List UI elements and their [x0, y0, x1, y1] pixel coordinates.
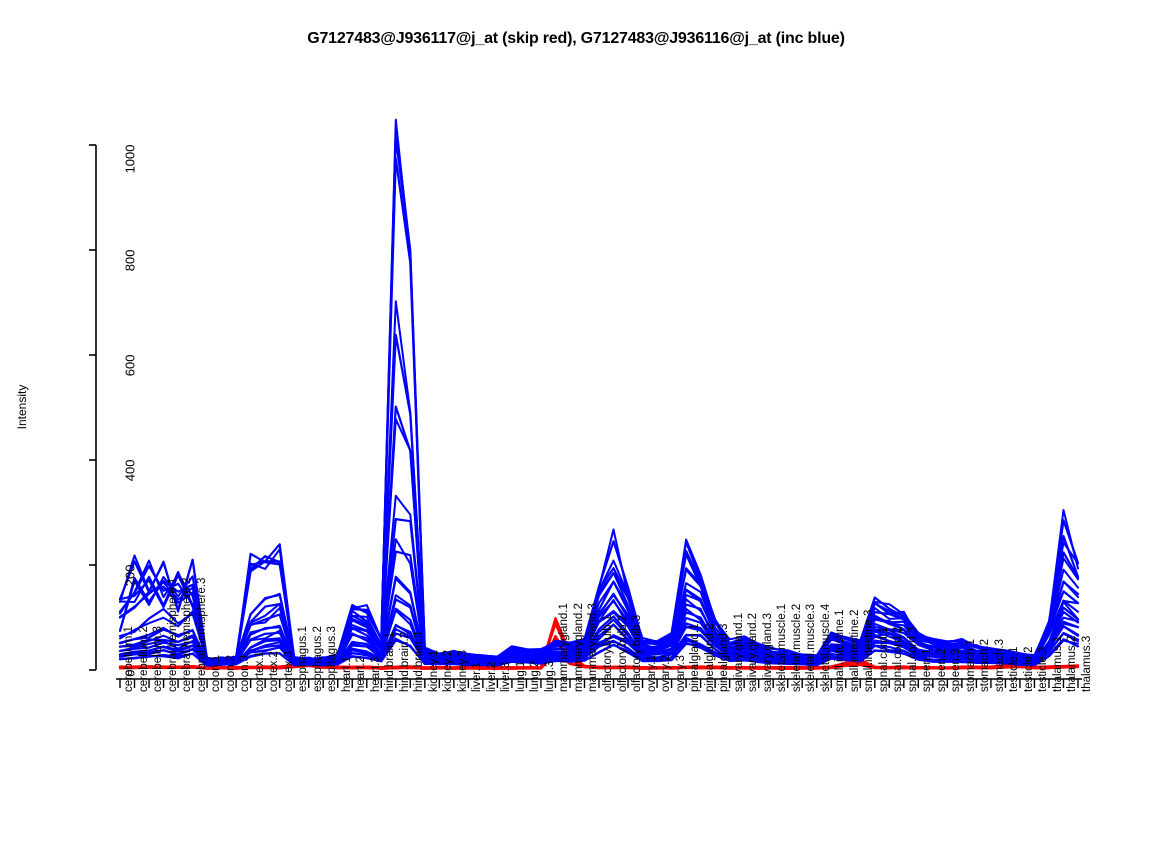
x-tick-label: liver.3 [500, 661, 513, 692]
x-tick-label: heart.2 [355, 656, 368, 692]
x-tick-label: heart.3 [369, 656, 382, 692]
y-tick-label: 600 [122, 354, 138, 377]
x-tick-label: pinealgland.1 [689, 623, 702, 692]
x-tick-label: esophagus.3 [326, 626, 339, 692]
x-tick-label: skeletal.muscle.3 [805, 603, 818, 692]
x-tick-label: cerebellum.3 [152, 626, 165, 692]
x-tick-label: salivary.gland.2 [747, 612, 760, 692]
x-tick-label: colon.2 [224, 654, 237, 692]
y-tick-label: 200 [122, 564, 138, 587]
x-tick-label: skeletal.muscle.4 [819, 603, 832, 692]
series-line [119, 300, 1079, 663]
x-tick-label: small.intestine.1 [834, 609, 847, 692]
x-tick-label: mammarygland.1 [558, 603, 571, 692]
series-line [119, 594, 1079, 665]
x-tick-label: kidney.3 [456, 650, 469, 692]
x-tick-label: skeletal.muscle.2 [790, 603, 803, 692]
series-line [119, 577, 1079, 665]
series-line [119, 628, 1079, 667]
x-tick-label: colon.1 [210, 654, 223, 692]
x-tick-label: spinal.cord.1 [877, 626, 890, 692]
x-tick-label: spinal.cord.2 [892, 626, 905, 692]
x-tick-label: cortex.2 [268, 651, 281, 692]
x-tick-label: small.intestine.3 [863, 609, 876, 692]
page-title: G7127483@J936117@j_at (skip red), G71274… [307, 30, 845, 47]
series-line [119, 609, 1079, 665]
x-tick-label: ovary.1 [645, 655, 658, 692]
x-tick-label: cortex.3 [282, 651, 295, 692]
x-tick-label: cerebral.hemisphere.1 [166, 577, 179, 692]
x-tick-label: salivary.gland.1 [732, 612, 745, 692]
data-series-group [118, 118, 1080, 670]
x-tick-label: pinealgland.3 [718, 623, 731, 692]
x-tick-label: olfactory.bulb.3 [631, 614, 644, 692]
y-tick-label: 400 [122, 459, 138, 482]
x-tick-label: mammarygland.3 [587, 603, 600, 692]
x-tick-label: cortex.1 [253, 651, 266, 692]
x-tick-label: kidney.1 [427, 650, 440, 692]
x-tick-label: olfactory.bulb.2 [616, 614, 629, 692]
x-tick-label: kidney.2 [442, 650, 455, 692]
x-tick-label: mammarygland.2 [572, 603, 585, 692]
x-tick-label: colon.3 [239, 654, 252, 692]
series-line [119, 494, 1079, 663]
x-tick-label: thalamus.3 [1081, 635, 1093, 692]
x-tick-label: cerebral.hemisphere.3 [195, 577, 208, 692]
series-line [118, 136, 1080, 662]
y-axis [89, 144, 97, 671]
x-tick-label: lung.3 [543, 660, 556, 692]
x-tick-label: hind.brain.2 [398, 631, 411, 692]
x-tick-label: heart.1 [340, 656, 353, 692]
x-tick-label: salivary.gland.3 [761, 612, 774, 692]
x-tick-label: hind.brain.3 [413, 631, 426, 692]
x-tick-label: thalamus.1 [1051, 635, 1064, 692]
x-axis [116, 678, 1082, 688]
x-tick-label: liver.2 [485, 661, 498, 692]
series-line [118, 651, 1080, 670]
x-tick-label: liver.1 [471, 661, 484, 692]
x-tick-label: spleen.1 [921, 648, 934, 692]
x-tick-label: cerebral.hemisphere.2 [181, 577, 194, 692]
series-line [119, 639, 1079, 667]
x-tick-label: testicle.2 [1022, 646, 1035, 692]
x-tick-label: cerebellum.2 [137, 626, 150, 692]
y-tick-label: 1000 [122, 144, 138, 174]
x-tick-label: spleen.2 [935, 648, 948, 692]
x-tick-label: stomach.1 [964, 638, 977, 692]
series-line [119, 118, 1079, 662]
series-line [119, 126, 1079, 662]
x-tick-label: stomach.3 [993, 638, 1006, 692]
x-tick-label: esophagus.1 [297, 626, 310, 692]
x-tick-label: olfactory.bulb.1 [602, 614, 614, 692]
x-tick-label: spleen.3 [950, 648, 963, 692]
x-tick-label: ovary.2 [660, 655, 673, 692]
x-tick-label: esophagus.2 [311, 626, 324, 692]
x-tick-label: skeletal.muscle.1 [776, 603, 789, 692]
x-tick-label: ovary.3 [674, 655, 687, 692]
x-tick-label: testicle.3 [1037, 646, 1050, 692]
y-tick-label: 800 [122, 249, 138, 272]
x-tick-label: pinealgland.2 [703, 623, 716, 692]
x-tick-label: testicle.1 [1008, 646, 1021, 692]
x-tick-label: small.intestine.2 [848, 609, 861, 692]
x-tick-label: stomach.2 [979, 638, 992, 692]
x-tick-label: spinal.cord.3 [906, 626, 919, 692]
x-tick-label: hind.brain.1 [384, 631, 397, 692]
x-tick-label: lung.1 [514, 660, 527, 692]
x-tick-label: lung.2 [529, 660, 542, 692]
x-tick-label: cerebellum.1 [123, 626, 135, 692]
x-tick-label: thalamus.2 [1066, 635, 1079, 692]
